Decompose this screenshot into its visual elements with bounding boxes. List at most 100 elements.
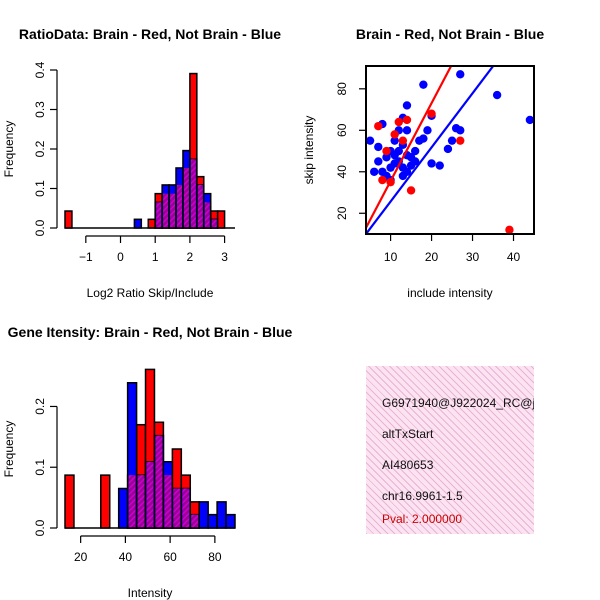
y-tick-label: 20 [335, 206, 349, 220]
y-tick-label: 0.0 [33, 219, 47, 236]
x-tick-label: 80 [208, 550, 222, 564]
histogram-bar-red [64, 210, 73, 229]
scatter-point-red [390, 130, 399, 139]
histogram-bar-overlap [173, 488, 181, 528]
histogram-bar-blue [225, 513, 236, 529]
histogram-bar-blue [216, 501, 227, 529]
y-tick-label: 60 [335, 123, 349, 137]
y-tick-label: 0.1 [33, 459, 47, 476]
scatter-point-blue [382, 153, 391, 162]
histogram-bar-overlap [128, 475, 136, 528]
accession: AI480653 [382, 458, 434, 472]
y-axis-label: skip intensity [302, 116, 316, 185]
y-tick-label: 0.0 [33, 519, 47, 536]
scatter-point-blue [410, 146, 420, 156]
scatter-point-red [402, 115, 412, 125]
histogram-bar-overlap [164, 475, 172, 528]
scatter-point-blue [402, 167, 412, 176]
fit-line-blue [366, 66, 495, 234]
histogram-bar-overlap [163, 193, 169, 228]
x-tick-label: 10 [384, 250, 398, 264]
event-type: altTxStart [382, 427, 434, 441]
x-axis-label: Intensity [128, 586, 173, 600]
scatter-point-blue [394, 146, 403, 156]
scatter-point-blue [366, 136, 375, 145]
x-tick-label: 20 [425, 250, 439, 264]
chart-title: RatioData: Brain - Red, Not Brain - Blue [19, 26, 281, 42]
y-tick-label: 0.2 [33, 398, 47, 415]
histogram-bar-overlap [211, 219, 217, 228]
scatter-point-red [456, 136, 465, 145]
scatter-point-blue [402, 126, 412, 135]
histogram-bar-overlap [177, 184, 182, 228]
y-axis-label: Frequency [2, 121, 16, 178]
x-tick-label: 30 [466, 250, 480, 264]
histogram-bar-overlap [146, 461, 154, 528]
x-tick-label: 1 [152, 250, 159, 264]
scatter-point-blue [402, 101, 412, 110]
scatter-point-blue [369, 167, 379, 176]
scatter-point-blue [435, 161, 444, 170]
histogram-bar-red [100, 474, 111, 529]
probe-id: G6971940@J922024_RC@j_at [382, 396, 534, 410]
scatter-point-blue [456, 70, 465, 79]
scatter-point-blue [419, 134, 428, 143]
scatter-point-blue [492, 90, 502, 100]
histogram-bar-overlap [191, 514, 199, 528]
fit-line-red [366, 66, 453, 229]
y-tick-label: 0.2 [33, 140, 47, 157]
y-tick-label: 0.4 [33, 61, 47, 78]
scatter-point-blue [427, 159, 436, 168]
histogram-bar-overlap [170, 193, 176, 228]
histogram-bar-overlap [155, 435, 163, 528]
scatter-point-red [374, 121, 383, 131]
plot-frame [365, 65, 535, 235]
histogram-bar-overlap [197, 184, 203, 228]
scatter-point-red [427, 109, 436, 118]
x-tick-label: 40 [507, 250, 521, 264]
scatter-point-blue [447, 136, 457, 145]
y-tick-label: 0.1 [33, 180, 47, 197]
scatter-point-blue [443, 144, 453, 154]
histogram-bar-overlap [204, 202, 210, 228]
histogram-bar-overlap [183, 167, 189, 228]
pval: Pval: 2.000000 [382, 512, 463, 526]
histogram-bar-red [147, 218, 156, 229]
histogram-bar-overlap [156, 202, 162, 228]
scatter-point-blue [456, 126, 465, 135]
info-box: G6971940@J922024_RC@j_at altTxStart AI48… [366, 366, 534, 534]
y-tick-label: 0.3 [33, 101, 47, 118]
x-axis-label: Log2 Ratio Skip/Include [87, 286, 214, 300]
location: chr16.9961-1.5 [382, 489, 463, 503]
scatter-point-red [406, 186, 416, 195]
x-tick-label: 60 [163, 550, 177, 564]
histogram-bar-red [216, 210, 226, 229]
scatter-point-blue [410, 157, 420, 166]
chart-title: Gene Itensity: Brain - Red, Not Brain - … [8, 324, 293, 340]
histogram-bar-overlap [182, 488, 190, 528]
histogram-bar-blue [198, 501, 209, 529]
histogram-bar-blue [117, 487, 129, 529]
scatter-point-red [394, 117, 403, 127]
scatter-point-blue [423, 126, 432, 135]
histogram-bar-blue [133, 218, 143, 229]
chart-title: Brain - Red, Not Brain - Blue [356, 26, 544, 42]
x-axis-label: include intensity [407, 286, 492, 300]
histogram-bar-blue [207, 513, 218, 529]
x-tick-label: 0 [117, 250, 124, 264]
scatter-point-red [398, 136, 408, 145]
y-tick-label: 40 [335, 165, 349, 179]
scatter-point-blue [374, 157, 383, 166]
scatter-point-blue [419, 80, 428, 89]
histogram-bar-overlap [137, 475, 145, 528]
scatter-point-red [378, 175, 387, 185]
x-tick-label: 2 [187, 250, 194, 264]
scatter-point-blue [374, 142, 383, 152]
y-axis-label: Frequency [2, 421, 16, 478]
y-tick-label: 80 [335, 82, 349, 96]
x-tick-label: 20 [74, 550, 88, 564]
histogram-bar-red [64, 474, 75, 529]
scatter-point-red [505, 225, 514, 234]
x-tick-label: 3 [221, 250, 228, 264]
